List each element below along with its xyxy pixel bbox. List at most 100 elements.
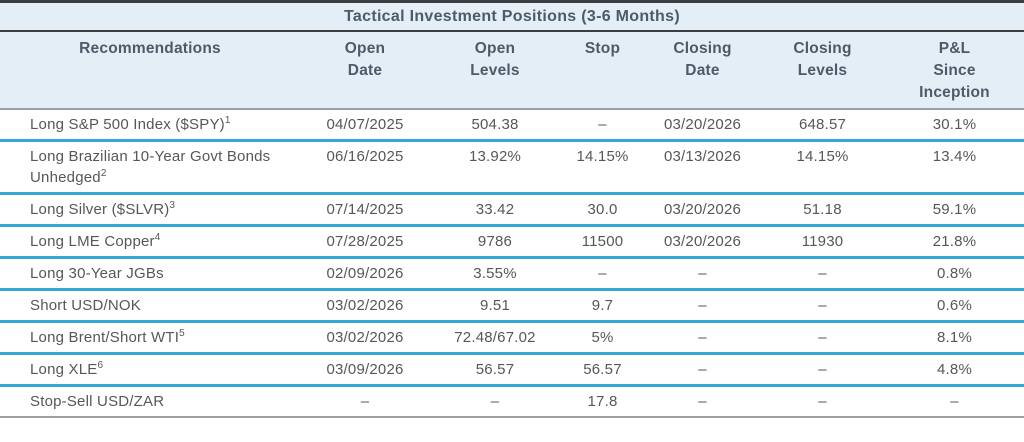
open-date-cell: 03/02/2026 [300,289,430,323]
open-levels-cell: 3.55% [430,257,560,291]
closing-date-cell: 03/13/2026 [645,140,760,195]
closing-levels-cell: 14.15% [760,140,885,195]
recommendation-label: Long S&P 500 Index ($SPY) [30,116,225,133]
footnote-marker: 6 [97,360,104,371]
closing-date-cell: – [645,321,760,355]
closing-levels-cell: – [760,321,885,355]
recommendation-label: Long Brazilian 10-Year Govt Bonds Unhedg… [30,148,271,186]
column-header-recommendations: Recommendations [0,32,300,110]
footnote-marker: 4 [154,232,161,243]
stop-cell: 56.57 [560,353,645,387]
position-row: Long 30-Year JGBs 02/09/2026 3.55% – – –0.8% [0,257,1024,291]
open-date-cell: 07/14/2025 [300,193,430,227]
column-header-line: Since [933,62,976,79]
footnote-marker: 2 [100,168,107,179]
recommendation-cell: Stop-Sell USD/ZAR [0,385,300,418]
pnl-cell: 0.8% [885,257,1024,291]
stop-cell: 5% [560,321,645,355]
recommendation-cell: Long Brazilian 10-Year Govt Bonds Unhedg… [0,140,300,195]
closing-levels-cell: 11930 [760,225,885,259]
position-row: Long S&P 500 Index ($SPY)1 04/07/2025 504.… [0,109,1024,142]
pnl-cell: 21.8% [885,225,1024,259]
position-row: Long Brent/Short WTI5 03/02/2026 72.48/67.… [0,321,1024,355]
stop-cell: 30.0 [560,193,645,227]
column-header-closing-levels: Closing Levels [760,32,885,110]
position-row: Stop-Sell USD/ZAR – –17.8– – – [0,385,1024,418]
recommendation-cell: Long S&P 500 Index ($SPY)1 [0,109,300,142]
open-levels-cell: 13.92% [430,140,560,195]
stop-cell: 14.15% [560,140,645,195]
closing-levels-cell: – [760,257,885,291]
closing-date-cell: 03/20/2026 [645,109,760,142]
open-date-cell: 02/09/2026 [300,257,430,291]
positions-table: Recommendations Open Date Open Levels Stop Clo… [0,32,1024,418]
pnl-cell: 0.6% [885,289,1024,323]
column-header-line: Levels [470,62,520,79]
stop-cell: 11500 [560,225,645,259]
recommendation-cell: Long Brent/Short WTI5 [0,321,300,355]
closing-date-cell: 03/20/2026 [645,193,760,227]
closing-date-cell: – [645,289,760,323]
open-date-cell: 06/16/2025 [300,140,430,195]
open-levels-cell: 9786 [430,225,560,259]
closing-levels-cell: 648.57 [760,109,885,142]
stop-cell: 17.8 [560,385,645,418]
open-levels-cell: 72.48/67.02 [430,321,560,355]
recommendation-label: Long XLE [30,361,98,378]
stop-cell: – [560,257,645,291]
recommendation-label: Stop-Sell USD/ZAR [30,393,165,410]
recommendation-label: Long 30-Year JGBs [30,265,164,282]
open-date-cell: 04/07/2025 [300,109,430,142]
open-levels-cell: 504.38 [430,109,560,142]
pnl-cell: 8.1% [885,321,1024,355]
column-header-line: Open [474,40,516,57]
footnote-marker: 1 [224,115,231,126]
closing-date-cell: 03/20/2026 [645,225,760,259]
position-row: Long XLE6 03/09/2026 56.57 56.57– –4.8% [0,353,1024,387]
position-row: Long Brazilian 10-Year Govt Bonds Unhedg… [0,140,1024,195]
open-date-cell: – [300,385,430,418]
closing-levels-cell: – [760,289,885,323]
closing-date-cell: – [645,353,760,387]
table-title-bar: Tactical Investment Positions (3-6 Month… [0,0,1024,32]
column-header-stop: Stop [560,32,645,110]
closing-levels-cell: – [760,385,885,418]
column-header-closing-date: Closing Date [645,32,760,110]
footnote-marker: 3 [169,200,176,211]
open-levels-cell: 56.57 [430,353,560,387]
column-header-line: Date [685,62,720,79]
footnote-marker: 5 [179,328,185,339]
recommendation-cell: Long 30-Year JGBs [0,257,300,291]
position-row: Long Silver ($SLVR)3 07/14/2025 33.42 30.0 0… [0,193,1024,227]
pnl-cell: 30.1% [885,109,1024,142]
recommendation-cell: Short USD/NOK [0,289,300,323]
recommendation-label: Short USD/NOK [30,297,141,314]
column-header-line: Recommendations [79,40,221,57]
recommendation-cell: Long XLE6 [0,353,300,387]
column-header-line: Stop [584,40,621,57]
stop-cell: – [560,109,645,142]
recommendation-label: Long LME Copper [30,233,155,250]
column-header-line: Closing [673,40,732,57]
open-date-cell: 03/02/2026 [300,321,430,355]
column-header-pnl-since-inception: P&L Since Inception [885,32,1024,110]
column-header-open-date: Open Date [300,32,430,110]
open-date-cell: 03/09/2026 [300,353,430,387]
position-row: Long LME Copper4 07/28/2025 9786 11500 03/20… [0,225,1024,259]
column-header-line: P&L [938,40,971,57]
open-levels-cell: 33.42 [430,193,560,227]
pnl-cell: 59.1% [885,193,1024,227]
header-row: Recommendations Open Date Open Levels Stop Clo… [0,32,1024,110]
recommendation-cell: Long Silver ($SLVR)3 [0,193,300,227]
column-header-line: Inception [919,84,990,101]
column-header-line: Date [347,62,383,79]
closing-levels-cell: 51.18 [760,193,885,227]
closing-date-cell: – [645,257,760,291]
pnl-cell: 4.8% [885,353,1024,387]
recommendation-label: Long Silver ($SLVR) [30,201,170,218]
column-header-line: Open [344,40,386,57]
position-row: Short USD/NOK 03/02/2026 9.51 9.7– –0.6% [0,289,1024,323]
table-title: Tactical Investment Positions (3-6 Month… [344,7,680,25]
column-header-line: Closing [793,40,852,57]
